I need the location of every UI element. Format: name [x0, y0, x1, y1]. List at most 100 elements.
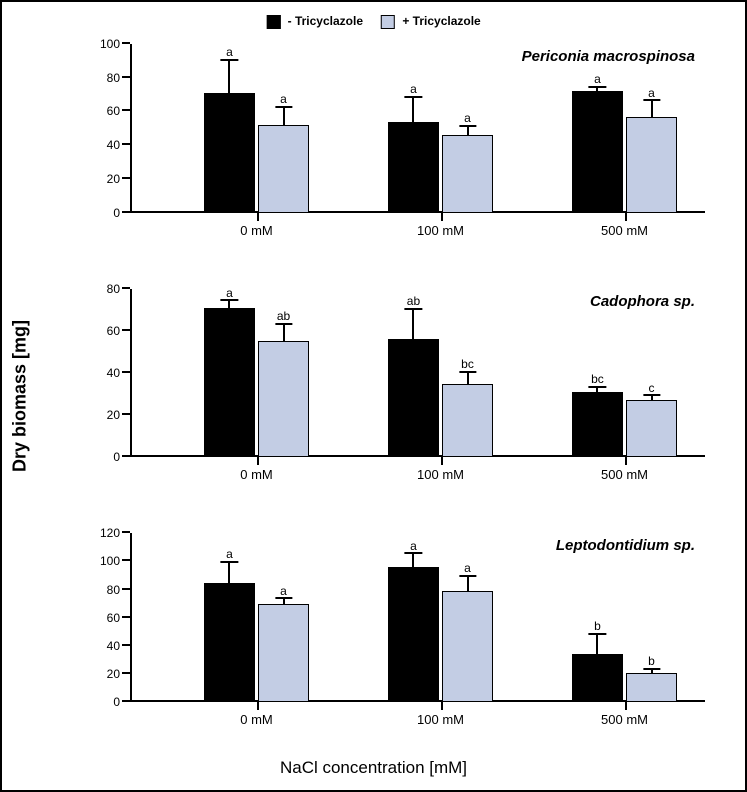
- y-tick: [122, 616, 130, 618]
- bar: [626, 673, 678, 703]
- bar: [442, 384, 494, 458]
- x-tick-label: 500 mM: [601, 223, 648, 238]
- bar: [388, 122, 440, 213]
- x-tick: [441, 702, 443, 710]
- x-axis-label: NaCl concentration [mM]: [280, 758, 467, 778]
- bar: [442, 591, 494, 702]
- error-bar: [228, 301, 230, 307]
- error-bar: [467, 577, 469, 591]
- plot-area: 0204060800 mM100 mM500 mMaababbcbcc: [130, 289, 705, 458]
- bar: [572, 392, 624, 457]
- bar: [626, 400, 678, 457]
- error-bar: [412, 310, 414, 340]
- significance-letter: a: [280, 584, 287, 598]
- y-tick-label: 80: [90, 71, 120, 85]
- y-tick-label: 60: [90, 104, 120, 118]
- y-tick: [122, 531, 130, 533]
- x-tick: [441, 457, 443, 465]
- x-tick-label: 0 mM: [240, 223, 273, 238]
- error-bar: [412, 98, 414, 122]
- chart-panel: Periconia macrospinosa0204060801000 mM10…: [102, 44, 715, 241]
- panels-container: Periconia macrospinosa0204060801000 mM10…: [102, 44, 715, 730]
- significance-letter: bc: [591, 372, 604, 386]
- y-tick-label: 40: [90, 138, 120, 152]
- x-tick: [257, 457, 259, 465]
- significance-letter: a: [594, 72, 601, 86]
- y-tick: [122, 42, 130, 44]
- x-tick: [257, 213, 259, 221]
- y-tick-label: 120: [90, 526, 120, 540]
- bar: [258, 125, 310, 213]
- bar: [258, 341, 310, 457]
- error-bar: [651, 101, 653, 116]
- significance-letter: a: [464, 111, 471, 125]
- y-tick: [122, 413, 130, 415]
- x-tick-label: 100 mM: [417, 712, 464, 727]
- legend-swatch-plus: [381, 15, 395, 29]
- bar: [388, 339, 440, 457]
- x-tick: [625, 457, 627, 465]
- significance-letter: a: [410, 539, 417, 553]
- y-axis-label: Dry biomass [mg]: [10, 320, 31, 472]
- significance-letter: bc: [461, 357, 474, 371]
- significance-letter: a: [226, 45, 233, 59]
- x-tick: [441, 213, 443, 221]
- legend-label-plus: + Tricyclazole: [402, 14, 480, 28]
- y-tick-label: 60: [90, 611, 120, 625]
- y-tick: [122, 559, 130, 561]
- error-bar: [651, 396, 653, 400]
- bar: [204, 308, 256, 458]
- plot-area: 0204060801000 mM100 mM500 mMaaaaaa: [130, 44, 705, 213]
- figure-container: - Tricyclazole + Tricyclazole Dry biomas…: [0, 0, 747, 792]
- error-bar: [467, 127, 469, 135]
- bar: [572, 91, 624, 212]
- y-tick-label: 80: [90, 583, 120, 597]
- significance-letter: a: [280, 92, 287, 106]
- error-bar: [283, 108, 285, 125]
- significance-letter: a: [226, 286, 233, 300]
- significance-letter: ab: [277, 309, 290, 323]
- error-bar: [228, 61, 230, 93]
- chart-panel: Leptodontidium sp.0204060801001200 mM100…: [102, 533, 715, 730]
- y-tick-label: 40: [90, 366, 120, 380]
- bar: [204, 583, 256, 702]
- y-tick: [122, 455, 130, 457]
- legend-item-minus: - Tricyclazole: [266, 14, 363, 29]
- y-tick: [122, 177, 130, 179]
- error-bar: [283, 599, 285, 603]
- bar: [388, 567, 440, 702]
- bar: [258, 604, 310, 702]
- y-tick: [122, 329, 130, 331]
- error-bar: [412, 554, 414, 567]
- y-tick: [122, 287, 130, 289]
- bar: [442, 135, 494, 213]
- significance-letter: a: [410, 82, 417, 96]
- x-tick-label: 0 mM: [240, 467, 273, 482]
- y-tick-label: 0: [90, 206, 120, 220]
- y-tick: [122, 143, 130, 145]
- y-tick: [122, 76, 130, 78]
- plot-area: 0204060801001200 mM100 mM500 mMaaaabb: [130, 533, 705, 702]
- error-bar: [596, 88, 598, 91]
- x-tick-label: 500 mM: [601, 467, 648, 482]
- y-tick: [122, 371, 130, 373]
- legend: - Tricyclazole + Tricyclazole: [266, 14, 480, 29]
- significance-letter: a: [226, 547, 233, 561]
- y-tick: [122, 672, 130, 674]
- y-tick: [122, 109, 130, 111]
- y-tick-label: 60: [90, 324, 120, 338]
- chart-panel: Cadophora sp.0204060800 mM100 mM500 mMaa…: [102, 289, 715, 486]
- error-bar: [596, 388, 598, 392]
- significance-letter: c: [649, 381, 655, 395]
- error-bar: [228, 563, 230, 583]
- significance-letter: a: [648, 86, 655, 100]
- y-tick-label: 20: [90, 172, 120, 186]
- y-tick-label: 20: [90, 667, 120, 681]
- x-tick-label: 0 mM: [240, 712, 273, 727]
- significance-letter: a: [464, 561, 471, 575]
- y-tick: [122, 644, 130, 646]
- x-tick-label: 100 mM: [417, 467, 464, 482]
- error-bar: [596, 635, 598, 655]
- y-tick-label: 100: [90, 554, 120, 568]
- x-tick: [625, 702, 627, 710]
